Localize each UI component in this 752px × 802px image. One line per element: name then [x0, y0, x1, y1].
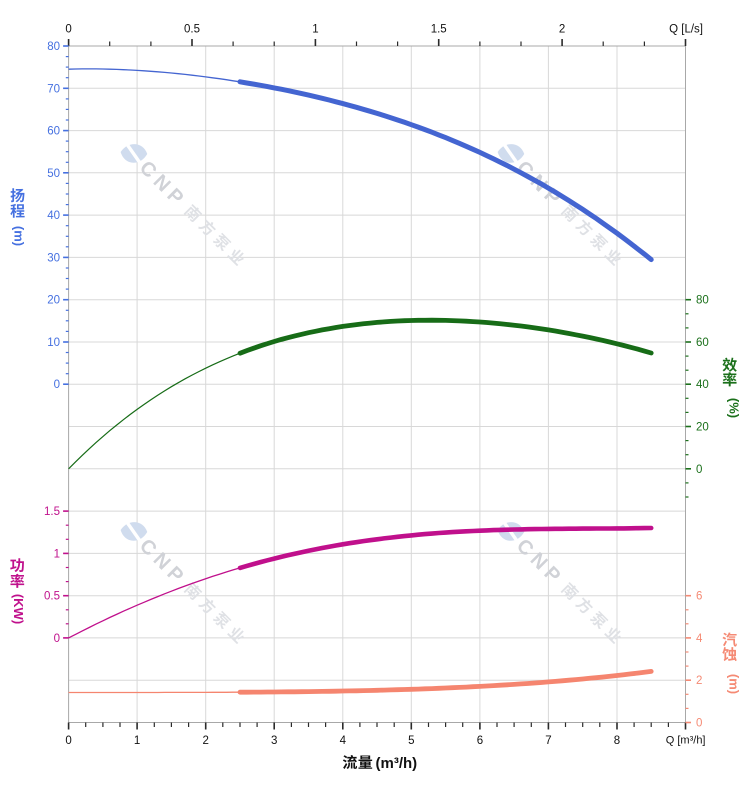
svg-text:70: 70: [47, 83, 60, 95]
svg-text:0: 0: [696, 464, 702, 476]
svg-text:3: 3: [271, 735, 277, 747]
svg-text:4: 4: [340, 735, 347, 747]
svg-text:5: 5: [408, 735, 414, 747]
svg-text:0.5: 0.5: [184, 24, 200, 36]
svg-text:2: 2: [559, 24, 565, 36]
svg-text:0: 0: [696, 718, 702, 730]
svg-text:7: 7: [545, 735, 551, 747]
svg-text:Q [m³/h]: Q [m³/h]: [666, 735, 706, 747]
svg-text:0: 0: [54, 633, 60, 645]
svg-text:0: 0: [65, 24, 71, 36]
svg-text:80: 80: [696, 295, 709, 307]
svg-text:40: 40: [696, 379, 709, 391]
svg-text:60: 60: [696, 337, 709, 349]
svg-text:1: 1: [312, 24, 318, 36]
svg-text:60: 60: [47, 126, 60, 138]
svg-text:1: 1: [54, 548, 60, 560]
svg-text:80: 80: [47, 41, 60, 53]
svg-text:1.5: 1.5: [431, 24, 447, 36]
svg-text:1: 1: [134, 735, 140, 747]
svg-text:6: 6: [477, 735, 483, 747]
svg-text:50: 50: [47, 168, 60, 180]
svg-text:1.5: 1.5: [44, 506, 60, 518]
svg-text:2: 2: [696, 675, 702, 687]
svg-text:(m³/h): (m³/h): [376, 755, 418, 772]
svg-text:30: 30: [47, 252, 60, 264]
svg-text:40: 40: [47, 210, 60, 222]
svg-text:20: 20: [696, 422, 709, 434]
svg-text:(%): (%): [727, 398, 742, 418]
svg-text:Q [L/s]: Q [L/s]: [669, 24, 703, 36]
svg-text:8: 8: [614, 735, 620, 747]
svg-text:10: 10: [47, 337, 60, 349]
svg-text:0: 0: [65, 735, 71, 747]
svg-text:0.5: 0.5: [44, 591, 60, 603]
svg-text:(KW): (KW): [11, 594, 26, 624]
svg-text:20: 20: [47, 295, 60, 307]
svg-text:2: 2: [202, 735, 208, 747]
svg-text:(m): (m): [727, 674, 742, 694]
svg-text:0: 0: [54, 379, 60, 391]
svg-text:4: 4: [696, 633, 703, 645]
svg-text:(m): (m): [12, 226, 27, 246]
svg-text:6: 6: [696, 591, 702, 603]
